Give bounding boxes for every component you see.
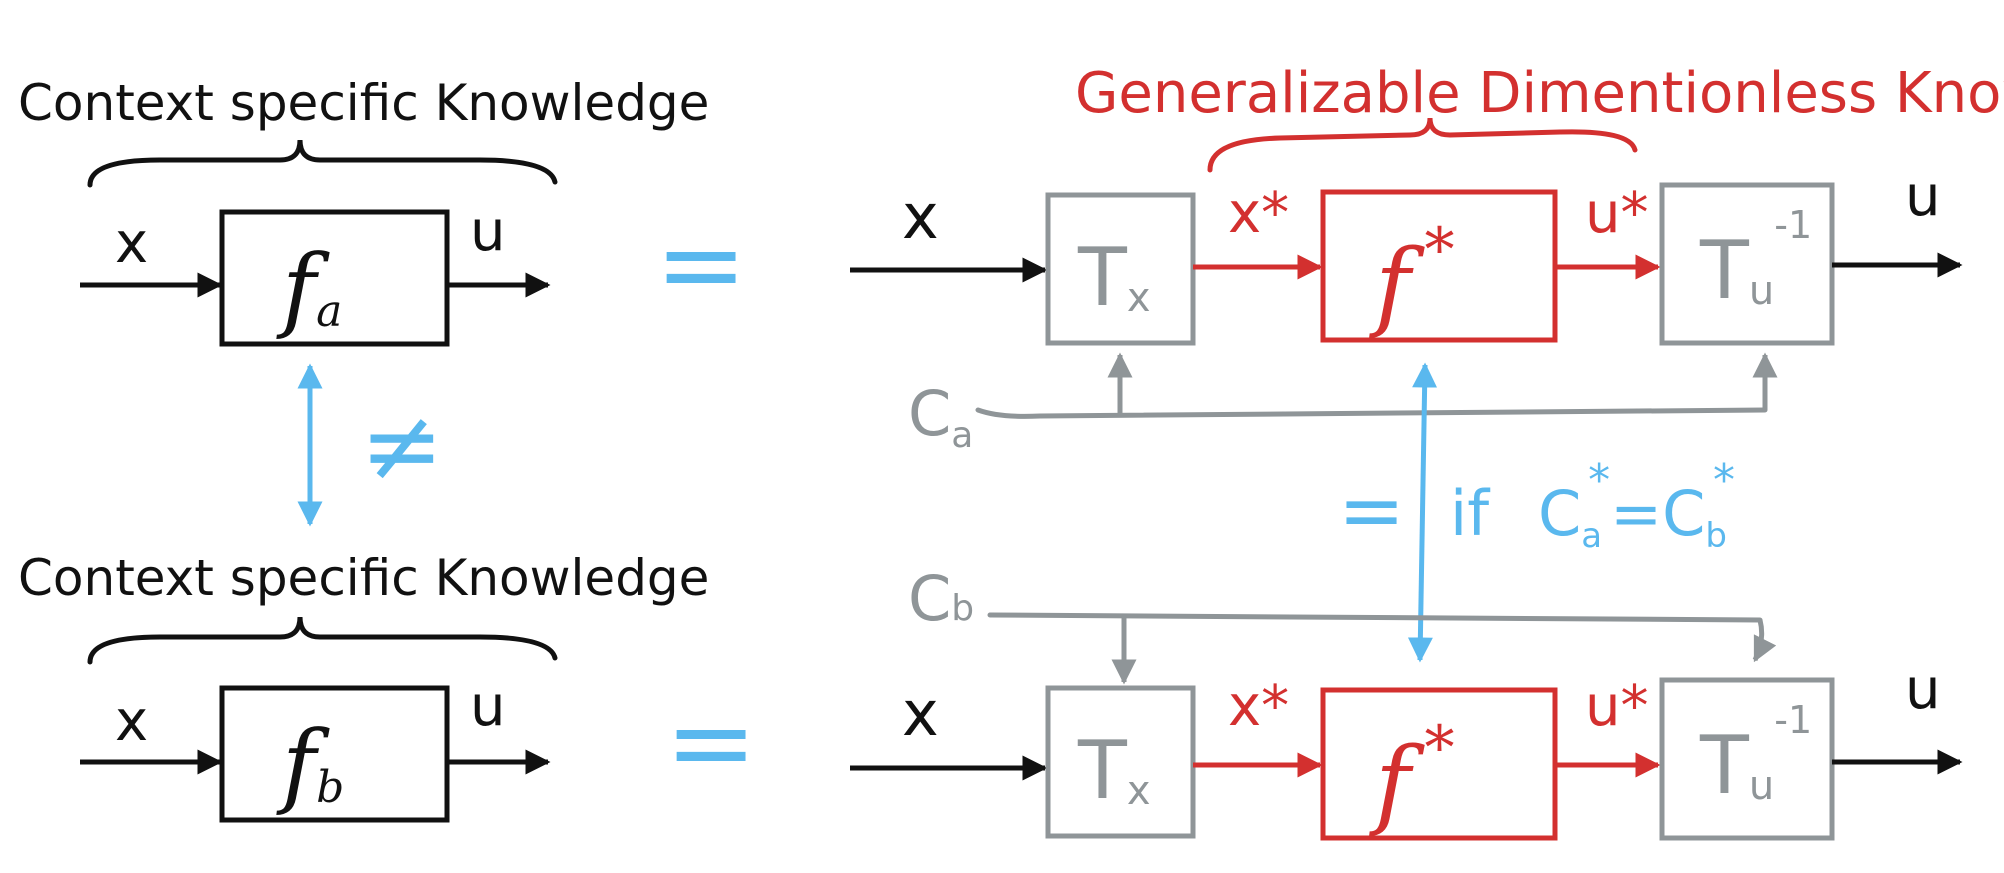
right-top-u-star: u* [1585, 181, 1649, 246]
right-top-f-star-label: f * [1369, 215, 1455, 341]
right-bottom-x-star: x* [1228, 674, 1289, 739]
right-top-tu-label: Tu-1 [1699, 203, 1812, 317]
right-bottom-tu-sub: u [1749, 763, 1774, 809]
left-top-equals: = [655, 200, 747, 328]
right-bottom-f-star-label: f * [1369, 713, 1455, 839]
right-bottom-tu-label: Tu-1 [1699, 698, 1812, 812]
right-top-context-line [975, 407, 1768, 419]
left-bottom-heading: Context specific Knowledge [18, 549, 709, 607]
left-top-brace [87, 139, 558, 188]
right-top-output-label: u [1905, 164, 1941, 229]
condition-expression: Ca*=Cb* [1538, 455, 1735, 556]
condition-ca-sub: a [1581, 516, 1602, 556]
left-bottom-block: Context specific Knowledge x fb u [18, 549, 709, 823]
right-bottom-tx-t: T [1077, 724, 1128, 817]
right-bottom-context-to-tu [1752, 619, 1777, 663]
left-top-input-label: x [115, 211, 148, 276]
left-top-output-label: u [470, 199, 506, 264]
right-bottom-context-line [987, 612, 1763, 623]
right-bottom-tu-box [1659, 677, 1835, 841]
condition: = if Ca*=Cb* [1338, 455, 1735, 557]
left-bottom-output-label: u [470, 674, 506, 739]
right-top-tu-sub: u [1749, 268, 1774, 314]
condition-ca-star: * [1588, 455, 1610, 506]
left-bottom-brace [87, 616, 558, 665]
right-top-input-label: x [902, 180, 939, 253]
left-bottom-f-subscript: b [316, 762, 344, 813]
left-top-heading: Context specific Knowledge [18, 74, 709, 132]
right-top-context-c: C [908, 377, 951, 450]
right-bottom-input-label: x [902, 677, 939, 750]
left-bottom-equals: = [665, 678, 757, 806]
condition-cb-star: * [1713, 455, 1735, 506]
right-top-tx-label: Tx [1077, 231, 1151, 324]
condition-cb-sub: b [1705, 516, 1727, 556]
left-bottom-function-label: fb [276, 711, 344, 818]
right-top-x-star: x* [1228, 181, 1289, 246]
right-heading: Generalizable Dimentionless Knowledge [1075, 61, 2004, 126]
condition-ca: C [1538, 477, 1581, 550]
right-brace [1207, 117, 1638, 173]
right-bottom-context-sub: b [951, 588, 974, 629]
left-bottom-function-box [219, 685, 450, 823]
right-top-context-sub: a [951, 415, 973, 456]
right-bottom-f-star: * [1425, 713, 1455, 783]
right-top-context-label: Ca [908, 377, 973, 456]
right-bottom-tu-sup: -1 [1774, 698, 1812, 742]
right-bottom-tu-t: T [1699, 719, 1750, 812]
right-bottom-chain: Cb x Tx x* f * u* Tu-1 u [850, 562, 1963, 841]
condition-cb: C [1662, 477, 1705, 550]
right-bottom-u-star: u* [1585, 674, 1649, 739]
right-bottom-tx-label: Tx [1077, 724, 1151, 817]
condition-if: if [1450, 477, 1491, 550]
right-top-f: f [1369, 229, 1425, 341]
right-top-tu-t: T [1699, 224, 1750, 317]
condition-equals: = [1610, 477, 1662, 550]
right-top-tu-sup: -1 [1774, 203, 1812, 247]
right-bottom-tx-sub: x [1127, 768, 1151, 814]
left-top-f-subscript: a [316, 286, 342, 337]
right-top-tx-t: T [1077, 231, 1128, 324]
left-top-block: Context specific Knowledge x fa u [18, 74, 709, 347]
left-top-function-label: fa [276, 235, 342, 342]
right-bottom-context-label: Cb [908, 562, 974, 635]
right-top-tx-sub: x [1127, 275, 1151, 321]
right-bottom-context-c: C [908, 562, 951, 635]
left-bottom-input-label: x [115, 689, 148, 754]
right-bottom-output-label: u [1905, 657, 1941, 722]
right-bottom-f: f [1369, 727, 1425, 839]
left-not-equal: ≠ [360, 387, 444, 504]
condition-eq: = [1338, 464, 1405, 557]
right-compare-arrow [1407, 362, 1438, 663]
right-top-f-star: * [1425, 215, 1455, 285]
left-top-function-box [219, 209, 450, 347]
right-top-chain: x Tx x* f * u* Tu-1 u Ca [850, 164, 1963, 456]
right-bottom-tx-box [1045, 685, 1196, 839]
